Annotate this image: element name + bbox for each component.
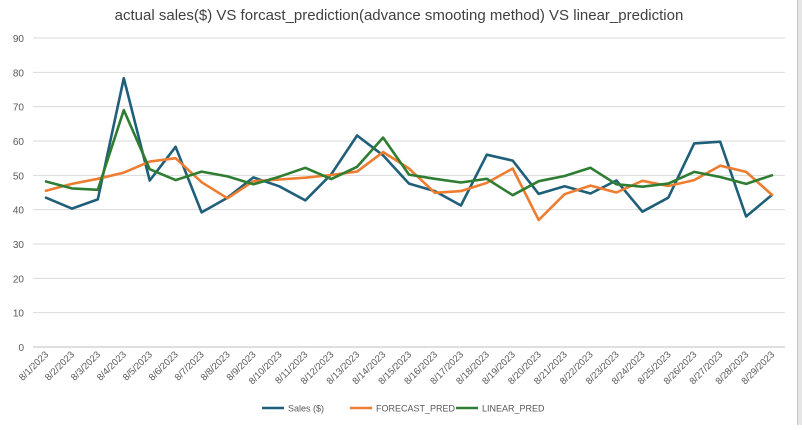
chart-title: actual sales($) VS forcast_prediction(ad…	[115, 7, 684, 24]
y-tick-label: 80	[13, 68, 25, 79]
series-lines	[44, 76, 774, 222]
y-tick-label: 0	[18, 343, 24, 354]
y-tick-label: 30	[13, 240, 25, 251]
legend-item: LINEAR_PRED	[456, 404, 545, 414]
y-tick-label: 90	[13, 34, 25, 45]
window-edge	[797, 0, 802, 425]
y-tick-label: 50	[13, 171, 25, 182]
legend-item: Sales ($)	[262, 404, 324, 414]
y-axis-ticks: 0 10 20 30 40 50 60 70 80 90	[13, 34, 25, 354]
legend-item: FORECAST_PRED	[350, 404, 456, 414]
series-line-1	[44, 150, 774, 222]
legend-label: Sales ($)	[288, 404, 324, 414]
y-tick-label: 10	[13, 309, 25, 320]
legend-label: FORECAST_PRED	[376, 404, 456, 414]
x-axis-ticks: 8/1/20238/2/20238/3/20238/4/20238/5/2023…	[17, 349, 777, 387]
series-line-0	[44, 76, 774, 218]
y-tick-label: 60	[13, 137, 25, 148]
y-tick-label: 20	[13, 274, 25, 285]
legend: Sales ($) FORECAST_PRED LINEAR_PRED	[262, 404, 545, 414]
legend-label: LINEAR_PRED	[482, 404, 545, 414]
y-tick-label: 40	[13, 206, 25, 217]
series-line-2	[44, 108, 774, 197]
y-tick-label: 70	[13, 103, 25, 114]
